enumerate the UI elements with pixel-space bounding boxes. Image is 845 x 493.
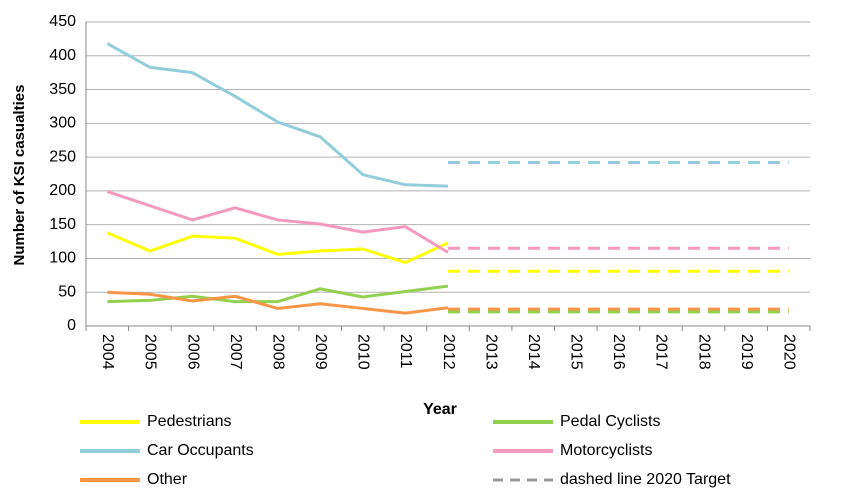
y-tick-label: 300 xyxy=(49,115,76,132)
y-tick-label: 0 xyxy=(67,317,76,334)
x-tick-label: 2006 xyxy=(184,334,201,370)
y-axis-label: Number of KSI casualties xyxy=(11,85,28,266)
y-tick-label: 400 xyxy=(49,47,76,64)
x-tick-label: 2011 xyxy=(397,334,414,369)
x-tick-label: 2014 xyxy=(525,334,542,370)
legend-label: Pedestrians xyxy=(147,413,232,430)
y-tick-label: 450 xyxy=(49,13,76,30)
y-tick-label: 350 xyxy=(49,81,76,98)
x-tick-label: 2010 xyxy=(355,334,372,370)
line xyxy=(107,284,449,304)
x-tick-label: 2015 xyxy=(568,334,585,370)
x-tick-label: 2008 xyxy=(269,334,286,370)
y-tick-label: 50 xyxy=(58,283,76,300)
x-tick-label: 2005 xyxy=(142,334,159,370)
legend-label: Pedal Cyclists xyxy=(560,413,660,430)
y-tick-label: 150 xyxy=(49,216,76,233)
x-tick-label: 2017 xyxy=(653,334,670,370)
legend-label: dashed line 2020 Target xyxy=(560,471,731,488)
legend-label: Car Occupants xyxy=(147,442,254,459)
legend-label: Motorcyclists xyxy=(560,442,652,459)
y-tick-label: 100 xyxy=(49,250,76,267)
x-tick-label: 2020 xyxy=(780,334,797,370)
x-tick-label: 2019 xyxy=(738,334,755,370)
line xyxy=(106,231,449,265)
y-tick-label: 250 xyxy=(49,148,76,165)
x-tick-label: 2018 xyxy=(695,334,712,370)
line xyxy=(106,42,449,188)
line xyxy=(106,190,449,254)
x-tick-label: 2016 xyxy=(610,334,627,370)
y-tick-label: 200 xyxy=(49,182,76,199)
x-tick-label: 2013 xyxy=(482,334,499,370)
x-tick-label: 2012 xyxy=(440,334,457,370)
x-tick-label: 2009 xyxy=(312,334,329,370)
x-tick-label: 2007 xyxy=(227,334,244,370)
line xyxy=(107,290,449,315)
x-tick-label: 2004 xyxy=(99,334,116,370)
x-axis-label: Year xyxy=(423,401,457,418)
legend-label: Other xyxy=(147,471,188,488)
